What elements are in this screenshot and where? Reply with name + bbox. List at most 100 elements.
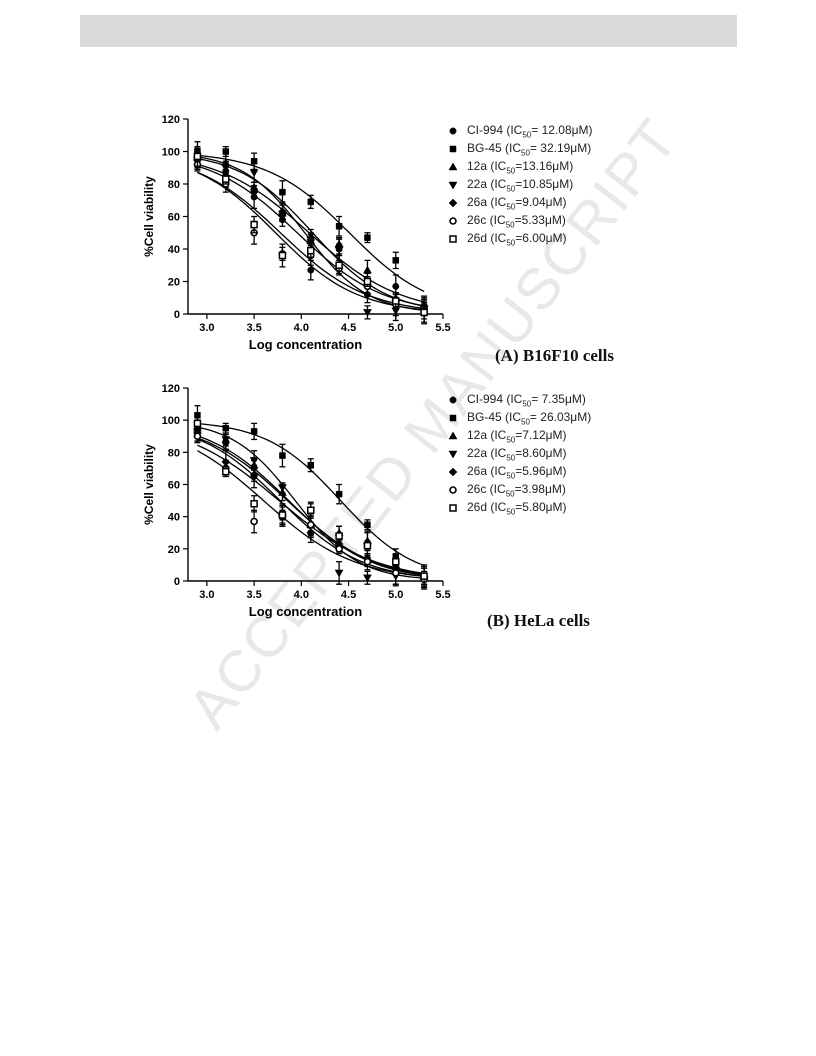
legend-label: CI-994 (IC50= 7.35μM) bbox=[467, 392, 586, 409]
data-point-26a bbox=[334, 243, 344, 252]
x-tick-label: 3.5 bbox=[246, 589, 261, 601]
legend-marker-triangle-up bbox=[448, 431, 458, 440]
legend-marker-shape bbox=[449, 217, 457, 225]
data-point-26d bbox=[278, 511, 287, 519]
data-point-bg-45 bbox=[335, 490, 343, 498]
data-point-bg-45 bbox=[279, 452, 286, 459]
legend-label: BG-45 (IC50= 32.19μM) bbox=[467, 141, 592, 158]
legend-marker-shape bbox=[448, 431, 458, 440]
data-point-26a bbox=[278, 207, 287, 216]
legend-marker-shape bbox=[449, 414, 457, 422]
legend-marker-diamond bbox=[448, 198, 458, 208]
x-axis-label: Log concentration bbox=[249, 604, 362, 619]
x-tick-label: 4.5 bbox=[341, 589, 356, 601]
x-tick-label: 4.0 bbox=[294, 589, 309, 601]
legend-label: 26a (IC50=5.96μM) bbox=[467, 464, 567, 481]
y-tick-label: 120 bbox=[162, 383, 180, 395]
legend-marker-open-square bbox=[449, 504, 457, 512]
legend-label: 12a (IC50=13.16μM) bbox=[467, 159, 574, 176]
legend-label: BG-45 (IC50= 26.03μM) bbox=[467, 410, 592, 427]
data-point-22a bbox=[221, 436, 231, 444]
data-point-12a bbox=[363, 265, 372, 274]
x-tick-label: 3.5 bbox=[246, 322, 261, 334]
x-axis-label: Log concentration bbox=[249, 337, 362, 352]
y-tick-label: 80 bbox=[168, 447, 180, 459]
legend-label: 26c (IC50=5.33μM) bbox=[467, 213, 566, 230]
data-point-26d bbox=[307, 246, 315, 255]
data-point-22a bbox=[249, 457, 259, 465]
legend-marker-shape bbox=[448, 198, 458, 208]
legend-marker-shape bbox=[448, 181, 458, 190]
y-axis-label: %Cell viability bbox=[142, 444, 156, 525]
x-tick-label: 3.0 bbox=[199, 322, 214, 334]
legend-marker-diamond bbox=[448, 467, 458, 477]
legend-label: 26a (IC50=9.04μM) bbox=[467, 195, 567, 212]
data-point-26d bbox=[392, 297, 400, 305]
legend-marker-shape bbox=[449, 396, 457, 404]
legend-label: 12a (IC50=7.12μM) bbox=[467, 428, 567, 445]
data-point-26c bbox=[250, 517, 258, 526]
data-point-bg-45 bbox=[279, 188, 286, 196]
y-tick-label: 60 bbox=[168, 480, 180, 492]
data-point-26a bbox=[306, 233, 316, 242]
data-point-bg-45 bbox=[364, 234, 371, 241]
y-tick-label: 20 bbox=[168, 277, 180, 289]
data-point-26d bbox=[250, 220, 258, 229]
legend-marker-triangle-down bbox=[448, 450, 458, 459]
data-point-ci-994 bbox=[307, 266, 315, 274]
legend-marker-shape bbox=[449, 127, 457, 135]
y-tick-label: 80 bbox=[168, 179, 180, 191]
data-point-26c bbox=[193, 432, 202, 441]
legend-label: CI-994 (IC50= 12.08μM) bbox=[467, 123, 593, 140]
data-point-26d bbox=[307, 506, 315, 514]
data-point-26c bbox=[391, 569, 400, 577]
data-point-26c bbox=[363, 557, 372, 566]
legend-marker-triangle-down bbox=[448, 181, 458, 190]
legend-marker-shape bbox=[449, 486, 457, 494]
data-point-26c bbox=[335, 545, 343, 553]
x-tick-label: 4.5 bbox=[341, 322, 356, 334]
data-point-26d bbox=[363, 277, 372, 286]
legend-label: 22a (IC50=10.85μM) bbox=[467, 177, 574, 194]
data-point-bg-45 bbox=[364, 521, 371, 528]
chart-b: 0 20 40 60 80 100 120 3.0 3.5 4.0 4.5 5.0 5.5 Log con… bbox=[142, 383, 451, 619]
data-point-22a bbox=[363, 574, 372, 583]
data-point-26a bbox=[249, 187, 259, 197]
x-tick-label: 5.0 bbox=[388, 322, 403, 334]
legend-marker-open-square bbox=[449, 235, 457, 243]
data-point-bg-45 bbox=[392, 257, 400, 264]
data-point-22a bbox=[278, 484, 287, 493]
legend-marker-shape bbox=[448, 467, 458, 477]
chart-a: 0 20 40 60 80 100 120 3.0 3.5 4.0 4.5 5.0 5.5 Log con… bbox=[142, 114, 451, 352]
data-point-26d bbox=[193, 419, 202, 428]
data-point-bg-45 bbox=[335, 223, 343, 230]
y-tick-label: 40 bbox=[168, 244, 180, 256]
legend-marker-open-circle bbox=[449, 217, 457, 225]
x-tick-label: 4.0 bbox=[294, 322, 309, 334]
data-point-22a bbox=[334, 569, 344, 578]
data-point-26d bbox=[193, 152, 202, 161]
data-point-26d bbox=[250, 500, 258, 508]
data-point-26c bbox=[306, 520, 315, 529]
data-point-ci-994 bbox=[392, 282, 400, 290]
data-point-22a bbox=[363, 309, 372, 317]
y-tick-label: 100 bbox=[162, 147, 180, 159]
data-point-26d bbox=[278, 251, 287, 260]
data-point-26d bbox=[222, 175, 230, 183]
x-tick-label: 3.0 bbox=[199, 589, 214, 601]
y-tick-label: 20 bbox=[168, 544, 180, 556]
legend-marker-square bbox=[449, 145, 457, 153]
data-point-26d bbox=[363, 541, 372, 550]
legend-marker-triangle-up bbox=[448, 162, 458, 171]
legend-label: 26d (IC50=5.80μM) bbox=[467, 500, 567, 517]
y-tick-label: 100 bbox=[162, 415, 180, 427]
x-tick-label: 5.0 bbox=[388, 589, 403, 601]
legend-marker-circle bbox=[449, 396, 457, 404]
y-tick-label: 60 bbox=[168, 212, 180, 224]
data-point-22a bbox=[249, 169, 259, 178]
legend-marker-circle bbox=[449, 127, 457, 135]
legend-label: 26d (IC50=6.00μM) bbox=[467, 231, 567, 248]
data-point-26d bbox=[420, 308, 428, 317]
data-point-26d bbox=[222, 467, 230, 476]
